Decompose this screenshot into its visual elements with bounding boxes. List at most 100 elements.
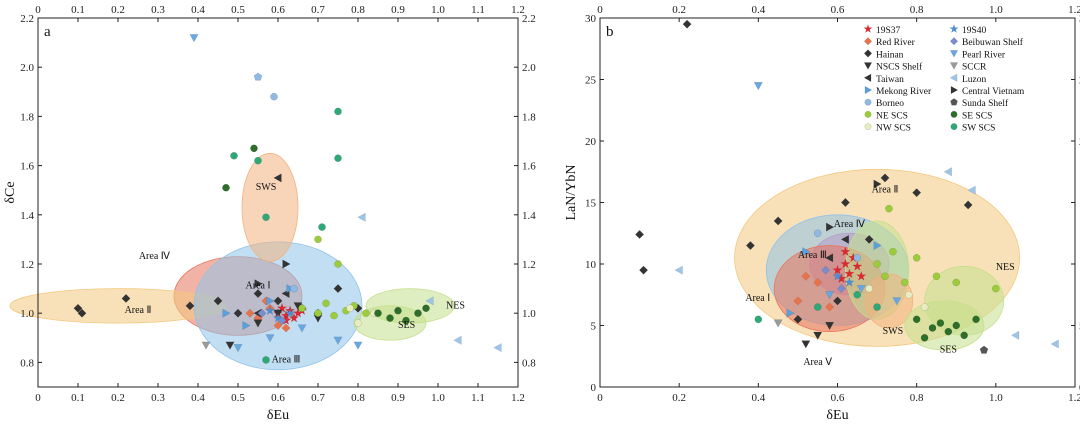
annotation-label: Area Ⅳ xyxy=(834,219,866,230)
y-tick-label: 1.2 xyxy=(20,259,34,271)
legend-marker xyxy=(863,73,872,82)
x-tick-label: 1.2 xyxy=(511,392,525,404)
point-19s37 xyxy=(840,246,851,257)
point-sw-scs xyxy=(334,154,342,162)
x-tick-label-top: 0.2 xyxy=(672,4,686,16)
x-tick-label-top: 1.0 xyxy=(989,4,1003,16)
x-tick-label: 0.6 xyxy=(831,392,845,404)
legend-label: SW SCS xyxy=(962,124,995,134)
point-ne-scs xyxy=(901,278,909,287)
point-se-scs xyxy=(936,319,945,327)
chart-panel-b: Area Ⅰ Area Ⅱ Area Ⅲ Area Ⅳ Area Ⅴ SWS NES SES 0… xyxy=(564,4,1080,423)
x-tick-label-top: 0.6 xyxy=(831,4,845,16)
point-red-river xyxy=(273,321,283,330)
point-mekong-river xyxy=(286,284,295,294)
y-tick-label: 0.8 xyxy=(20,357,34,369)
point-hainan xyxy=(233,308,243,318)
point-sw-scs xyxy=(334,107,342,116)
point-se-scs xyxy=(928,324,937,332)
y-tick-label-right: 2.0 xyxy=(522,62,536,74)
legend-label: Central Vietnam xyxy=(962,87,1025,97)
y-tick-label: 2.0 xyxy=(20,62,34,74)
point-nw-scs xyxy=(904,290,913,299)
point-ne-scs xyxy=(322,299,330,308)
annotation-label: SES xyxy=(940,345,957,356)
points-layer xyxy=(73,34,502,364)
x-tick-label-top: 0.4 xyxy=(751,4,765,16)
point-19s37 xyxy=(852,260,863,271)
point-ne-scs xyxy=(362,309,370,317)
point-hainan xyxy=(253,289,263,299)
y-tick-label: 10 xyxy=(585,259,597,271)
point-hainan xyxy=(745,241,755,251)
point-sw-scs xyxy=(318,223,326,231)
annotation-label: NES xyxy=(996,262,1015,273)
y-tick-label: 2.2 xyxy=(20,13,34,25)
point-sw-scs xyxy=(873,303,881,311)
x-tick-label: 0.2 xyxy=(111,392,125,404)
point-se-scs xyxy=(222,183,230,192)
point-sw-scs xyxy=(230,151,238,160)
legend-label: NW SCS xyxy=(876,124,911,134)
point-se-scs xyxy=(386,314,394,322)
annotation-label: Area Ⅳ xyxy=(139,251,171,262)
point-sunda-shelf xyxy=(253,72,263,81)
point-central-vietnam xyxy=(254,279,263,289)
point-hainan xyxy=(639,265,649,275)
point-se-scs xyxy=(960,331,968,340)
y-axis-label: δCe xyxy=(3,181,18,203)
point-central-vietnam xyxy=(873,179,882,189)
y-axis-label: LaN/YbN xyxy=(564,165,579,221)
legend: 19S37 19S40 Red River Beibuwan Shelf Hainan P… xyxy=(863,23,1025,134)
legend-label: 19S37 xyxy=(876,26,901,36)
y-tick-label-right: 1.2 xyxy=(522,259,536,271)
legend-marker xyxy=(863,37,873,46)
point-hainan xyxy=(963,200,973,210)
chart-panel-a: Area Ⅰ Area Ⅱ Area Ⅲ Area Ⅳ SWS NES SES 0 0.1 0.2… xyxy=(3,4,536,423)
point-hainan xyxy=(912,188,922,198)
point-nscs-shelf xyxy=(801,340,811,349)
x-tick-label-top: 0.5 xyxy=(231,4,245,16)
point-hainan xyxy=(273,296,283,306)
point-nscs-shelf xyxy=(813,331,823,340)
y-tick-label-right: 1.6 xyxy=(522,161,536,173)
x-tick-label: 0.5 xyxy=(231,392,245,404)
point-taiwan xyxy=(840,234,849,244)
point-ne-scs xyxy=(330,311,338,320)
point-hainan xyxy=(682,19,692,29)
y-tick-label-right: 1.4 xyxy=(522,210,536,222)
point-19s40 xyxy=(844,276,855,287)
point-ne-scs xyxy=(314,235,322,244)
y-tick-label: 1.4 xyxy=(20,210,34,222)
x-tick-label-top: 1.2 xyxy=(1068,4,1080,16)
legend-label: 19S40 xyxy=(962,26,987,36)
point-hainan xyxy=(833,296,842,306)
legend-label: Borneo xyxy=(876,99,904,109)
point-luzon xyxy=(943,167,952,177)
point-se-scs xyxy=(374,309,382,317)
x-tick-label-top: 0.7 xyxy=(311,4,325,16)
point-pearl-river xyxy=(825,291,835,300)
point-19s40 xyxy=(832,270,843,281)
point-se-scs xyxy=(944,327,953,336)
point-pearl-river xyxy=(333,336,343,345)
point-mekong-river xyxy=(242,320,251,331)
annotation-label: Area Ⅴ xyxy=(803,357,832,368)
point-pearl-river xyxy=(233,344,243,353)
x-tick-label-top: 1.0 xyxy=(431,4,445,16)
point-sw-scs xyxy=(754,315,763,324)
y-tick-label-right: 1.8 xyxy=(522,111,536,123)
point-pearl-river xyxy=(189,34,199,43)
point-se-scs xyxy=(972,315,980,324)
point-hainan xyxy=(213,296,223,306)
x-tick-label-top: 0.8 xyxy=(910,4,924,16)
point-se-scs xyxy=(414,309,422,317)
x-tick-label: 0.3 xyxy=(151,392,165,404)
x-tick-label-top: 0.1 xyxy=(71,4,85,16)
point-19s40 xyxy=(264,305,276,316)
legend-marker xyxy=(863,49,873,58)
legend-label: Taiwan xyxy=(876,75,904,85)
legend-label: Red River xyxy=(876,38,916,48)
x-tick-label-top: 0.4 xyxy=(191,4,205,16)
annotation-label: Area Ⅲ xyxy=(272,354,301,365)
